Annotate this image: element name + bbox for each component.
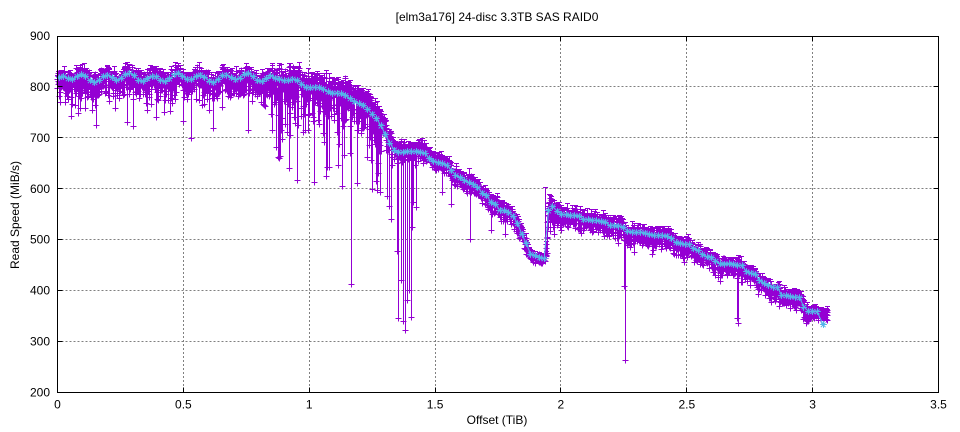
svg-text:1.5: 1.5	[427, 398, 444, 412]
svg-text:Read Speed (MiB/s): Read Speed (MiB/s)	[8, 161, 22, 269]
svg-text:800: 800	[30, 80, 50, 94]
svg-text:2.5: 2.5	[678, 398, 695, 412]
svg-text:200: 200	[30, 386, 50, 400]
svg-text:0.5: 0.5	[175, 398, 192, 412]
svg-text:600: 600	[30, 182, 50, 196]
svg-text:400: 400	[30, 284, 50, 298]
svg-text:[elm3a176] 24-disc 3.3TB SAS R: [elm3a176] 24-disc 3.3TB SAS RAID0	[396, 10, 599, 24]
svg-text:2: 2	[558, 398, 565, 412]
svg-text:3.5: 3.5	[930, 398, 947, 412]
svg-text:Offset (TiB): Offset (TiB)	[467, 413, 528, 427]
svg-text:0: 0	[54, 398, 61, 412]
svg-text:700: 700	[30, 131, 50, 145]
svg-text:500: 500	[30, 233, 50, 247]
svg-text:900: 900	[30, 29, 50, 43]
svg-text:1: 1	[306, 398, 313, 412]
svg-text:3: 3	[809, 398, 816, 412]
svg-text:300: 300	[30, 335, 50, 349]
